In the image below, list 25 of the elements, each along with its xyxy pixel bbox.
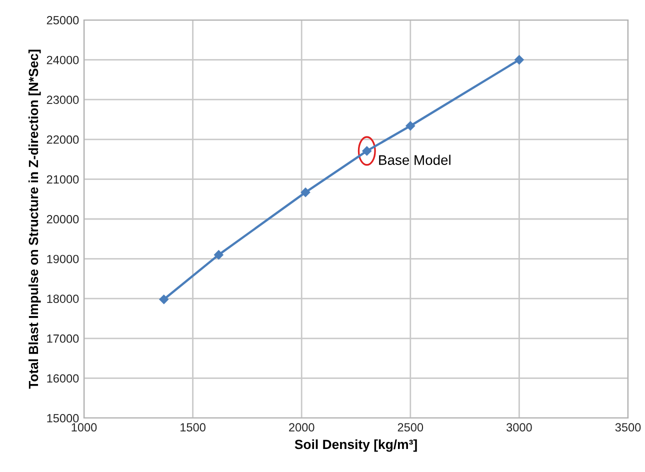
x-tick-label: 3500 [615,423,641,432]
point [300,188,310,197]
y-axis-title: Total Blast Impulse on Structure in Z-direction [N*Sec] [28,50,41,389]
y-tick-label: 17000 [47,334,79,343]
point [214,250,224,260]
point [159,294,168,304]
x-tick-label: 2500 [398,423,424,432]
y-tick-label: 22000 [46,135,79,144]
y-tick-label: 19000 [47,254,79,264]
x-tick-label: 2000 [289,423,314,432]
x-tick-label: 1000 [72,423,97,432]
y-tick-label: 16000 [47,374,79,383]
y-tick-label: 21000 [46,175,79,184]
y-tick-label: 24000 [46,56,79,64]
y-tick-label: 15000 [47,414,79,422]
point [514,55,524,64]
x-axis-title: Soil Density [kg/m³] [294,439,417,452]
y-tick-label: 25000 [46,16,79,24]
x-tick-label: 3000 [506,423,532,432]
annotation: Base Model [379,154,450,165]
y-tick-label: 18000 [47,294,79,303]
point [406,121,416,130]
x-tick-label: 1500 [180,423,206,432]
y-tick-label: 20000 [46,215,79,224]
y-tick-label: 23000 [46,96,79,104]
